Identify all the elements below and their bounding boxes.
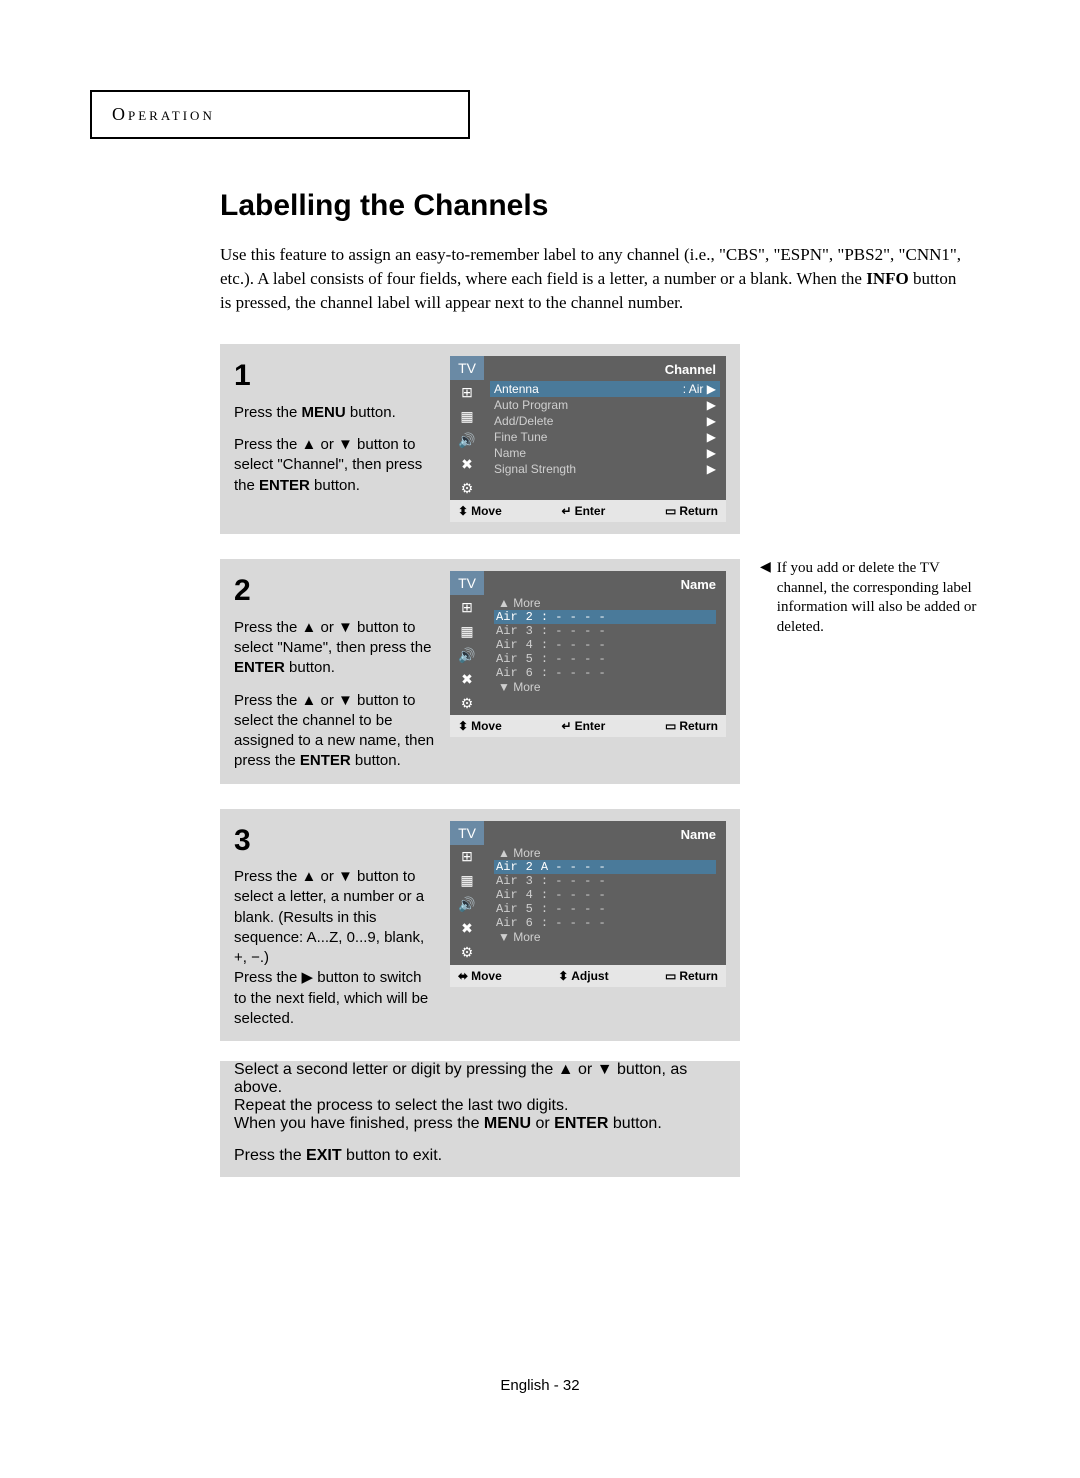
step-1-text: 1 Press the MENU button. Press the ▲ or … (234, 356, 436, 522)
menu-1-footer: ⬍ Move ↵ Enter ▭ Return (450, 500, 726, 522)
step-3-menu: TV ⊞ ▦ 🔊 ✖ ⚙ Name ▲ More Air2A - - - - A… (450, 821, 726, 1030)
menu-3-row-3: Air5: - - - - (494, 902, 716, 916)
triangle-left-icon: ◀ (760, 559, 771, 637)
menu-2: TV ⊞ ▦ 🔊 ✖ ⚙ Name ▲ More Air2: - - - - A… (450, 571, 726, 737)
tv-icon: TV (450, 571, 484, 595)
menu-2-more-top: ▲ More (494, 596, 716, 610)
menu-3-footer: ⬌ Move ⬍ Adjust ▭ Return (450, 965, 726, 987)
s3-after4: Press the EXIT button to exit. (234, 1147, 726, 1165)
s2-p1a: Press the ▲ or ▼ button to select "Name"… (234, 619, 431, 656)
option-icon: ⚙ (450, 691, 484, 715)
main-content: Labelling the Channels Use this feature … (220, 189, 990, 1177)
menu-2-row-1: Air3: - - - - (494, 624, 716, 638)
s3-p1: Press the ▲ or ▼ button to select a lett… (234, 867, 436, 968)
setup-icon: ✖ (450, 917, 484, 941)
s1-p1c: button. (346, 404, 396, 421)
tv-icon: TV (450, 821, 484, 845)
menu-1-title: Channel (494, 362, 716, 377)
side-note: ◀ If you add or delete the TV channel, t… (760, 559, 990, 637)
menu-3-more-bot: ▼ More (494, 930, 716, 944)
s2-p2b: ENTER (300, 752, 351, 769)
menu-3: TV ⊞ ▦ 🔊 ✖ ⚙ Name ▲ More Air2A - - - - A… (450, 821, 726, 987)
menu-1-row-fine: Fine Tune▶ (494, 429, 716, 445)
menu-2-icons: TV ⊞ ▦ 🔊 ✖ ⚙ (450, 571, 484, 715)
picture-icon: ⊞ (450, 380, 484, 404)
menu-1-row-antenna: Antenna: Air ▶ (490, 381, 720, 397)
s3-p2: Press the ▶ button to switch to the next… (234, 968, 436, 1029)
setup-icon: ✖ (450, 452, 484, 476)
menu-3-more-top: ▲ More (494, 846, 716, 860)
menu-3-row-1: Air3: - - - - (494, 874, 716, 888)
info-bold: INFO (866, 269, 909, 288)
menu-2-row-3: Air5: - - - - (494, 652, 716, 666)
picture-icon: ⊞ (450, 595, 484, 619)
menu-2-row-2: Air4: - - - - (494, 638, 716, 652)
s3-after2: Repeat the process to select the last tw… (234, 1097, 726, 1115)
step-3-block: 3 Press the ▲ or ▼ button to select a le… (220, 809, 740, 1042)
menu-2-row-0: Air2: - - - - (494, 610, 716, 624)
step-2-block: 2 Press the ▲ or ▼ button to select "Nam… (220, 559, 740, 783)
s2-p1b: ENTER (234, 659, 285, 676)
step-2-text: 2 Press the ▲ or ▼ button to select "Nam… (234, 571, 436, 771)
picture-icon: ⊞ (450, 845, 484, 869)
s3-after1: Select a second letter or digit by press… (234, 1061, 726, 1097)
step-3-text: 3 Press the ▲ or ▼ button to select a le… (234, 821, 436, 1030)
menu-2-title: Name (494, 577, 716, 592)
page-footer: English - 32 (90, 1377, 990, 1394)
screen-icon: ▦ (450, 404, 484, 428)
page-title: Labelling the Channels (220, 189, 990, 223)
step-1-menu: TV ⊞ ▦ 🔊 ✖ ⚙ Channel Antenna: Air ▶ Auto… (450, 356, 726, 522)
step-1-block: 1 Press the MENU button. Press the ▲ or … (220, 344, 740, 534)
step-2-menu: TV ⊞ ▦ 🔊 ✖ ⚙ Name ▲ More Air2: - - - - A… (450, 571, 726, 771)
step-3-number: 3 (234, 821, 436, 862)
screen-icon: ▦ (450, 869, 484, 893)
menu-3-icons: TV ⊞ ▦ 🔊 ✖ ⚙ (450, 821, 484, 965)
sound-icon: 🔊 (450, 428, 484, 452)
s1-p2b: ENTER (259, 477, 310, 494)
s1-p1b: MENU (302, 404, 346, 421)
step-3-after-block: Select a second letter or digit by press… (220, 1061, 740, 1177)
s2-p2c: button. (351, 752, 401, 769)
menu-3-row-4: Air6: - - - - (494, 916, 716, 930)
tv-icon: TV (450, 356, 484, 380)
step-2-number: 2 (234, 571, 436, 612)
step-1-number: 1 (234, 356, 436, 397)
menu-3-title: Name (494, 827, 716, 842)
menu-1-icons: TV ⊞ ▦ 🔊 ✖ ⚙ (450, 356, 484, 500)
setup-icon: ✖ (450, 667, 484, 691)
side-note-text: If you add or delete the TV channel, the… (777, 559, 990, 637)
step-2-container: 2 Press the ▲ or ▼ button to select "Nam… (220, 559, 990, 783)
menu-1-row-signal: Signal Strength▶ (494, 461, 716, 477)
s2-p1c: button. (285, 659, 335, 676)
option-icon: ⚙ (450, 476, 484, 500)
section-header-box: Operation (90, 90, 470, 139)
s3-after3: When you have finished, press the MENU o… (234, 1115, 726, 1133)
menu-1-row-auto: Auto Program▶ (494, 397, 716, 413)
step-1-container: 1 Press the MENU button. Press the ▲ or … (220, 344, 990, 534)
menu-1-row-add: Add/Delete▶ (494, 413, 716, 429)
section-header-label: Operation (112, 104, 215, 124)
screen-icon: ▦ (450, 619, 484, 643)
menu-2-row-4: Air6: - - - - (494, 666, 716, 680)
intro-paragraph: Use this feature to assign an easy-to-re… (220, 243, 970, 314)
menu-3-row-0: Air2A - - - - (494, 860, 716, 874)
option-icon: ⚙ (450, 941, 484, 965)
menu-1-row-name: Name▶ (494, 445, 716, 461)
menu-2-footer: ⬍ Move ↵ Enter ▭ Return (450, 715, 726, 737)
s1-p2c: button. (310, 477, 360, 494)
menu-1: TV ⊞ ▦ 🔊 ✖ ⚙ Channel Antenna: Air ▶ Auto… (450, 356, 726, 522)
menu-2-more-bot: ▼ More (494, 680, 716, 694)
sound-icon: 🔊 (450, 893, 484, 917)
sound-icon: 🔊 (450, 643, 484, 667)
menu-3-row-2: Air4: - - - - (494, 888, 716, 902)
step-3-container: 3 Press the ▲ or ▼ button to select a le… (220, 809, 990, 1178)
s1-p1a: Press the (234, 404, 302, 421)
